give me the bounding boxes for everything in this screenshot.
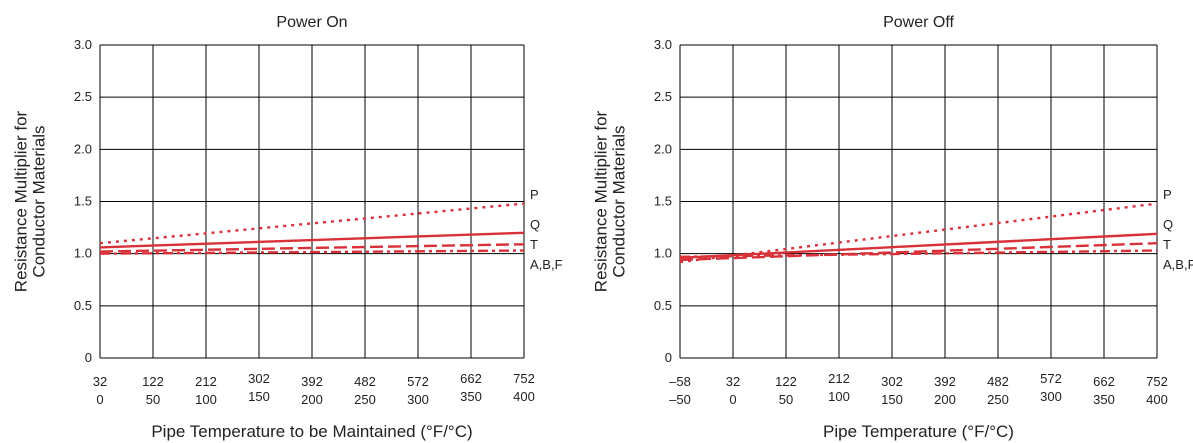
x-tick-label-c: 400 xyxy=(1146,392,1168,407)
x-tick-label-c: 150 xyxy=(248,389,270,404)
x-tick-label-c: 300 xyxy=(407,392,429,407)
y-axis-label-line2: Conductor Materials xyxy=(609,125,628,277)
y-tick-label: 0.5 xyxy=(654,298,672,313)
x-tick-label-f: 482 xyxy=(987,374,1009,389)
x-tick-label-f: 122 xyxy=(142,374,164,389)
x-axis-label: Pipe Temperature (°F/°C) xyxy=(823,422,1014,441)
series-label-p: P xyxy=(1163,187,1172,202)
series-line-abf xyxy=(679,249,1158,258)
x-tick-label-c: 0 xyxy=(729,392,736,407)
x-tick-label-f: 302 xyxy=(248,371,270,386)
x-tick-label-f: 32 xyxy=(93,374,107,389)
x-tick-label-f: 662 xyxy=(1093,374,1115,389)
x-tick-label-c: 0 xyxy=(96,392,103,407)
series-line-abf xyxy=(99,249,525,255)
x-tick-label-f: –58 xyxy=(669,374,691,389)
x-tick-label-c: 300 xyxy=(1040,389,1062,404)
x-tick-label-f: 752 xyxy=(1146,374,1168,389)
x-tick-label-f: 482 xyxy=(354,374,376,389)
x-tick-label-f: 302 xyxy=(881,374,903,389)
y-tick-label: 1.5 xyxy=(654,194,672,209)
x-tick-label-c: 350 xyxy=(460,389,482,404)
y-tick-label: 1.0 xyxy=(654,246,672,261)
series-line-p xyxy=(99,202,525,245)
y-tick-label: 3.0 xyxy=(74,37,92,52)
y-tick-label: 1.0 xyxy=(74,246,92,261)
x-tick-label-f: 572 xyxy=(1040,371,1062,386)
x-tick-label-c: 150 xyxy=(881,392,903,407)
y-tick-label: 0 xyxy=(85,350,92,365)
y-tick-label: 2.0 xyxy=(74,141,92,156)
series-line-p xyxy=(679,202,1158,264)
x-tick-label-c: 250 xyxy=(987,392,1009,407)
series-label-t: T xyxy=(1163,237,1171,252)
x-tick-label-c: –50 xyxy=(669,392,691,407)
series-line-t xyxy=(679,242,1158,262)
series-line-q xyxy=(679,232,1158,260)
x-tick-label-f: 572 xyxy=(407,374,429,389)
y-tick-label: 1.5 xyxy=(74,194,92,209)
x-tick-label-f: 752 xyxy=(513,371,535,386)
y-tick-label: 0 xyxy=(665,350,672,365)
series-label-q: Q xyxy=(1163,217,1173,232)
x-tick-label-f: 122 xyxy=(775,374,797,389)
x-tick-label-c: 400 xyxy=(513,389,535,404)
y-tick-label: 2.5 xyxy=(654,89,672,104)
y-tick-label: 2.0 xyxy=(654,141,672,156)
series-label-t: T xyxy=(530,237,538,252)
x-tick-label-c: 350 xyxy=(1093,392,1115,407)
x-tick-label-c: 200 xyxy=(301,392,323,407)
y-axis-label-line2: Conductor Materials xyxy=(29,125,48,277)
x-tick-label-c: 100 xyxy=(828,389,850,404)
y-axis-label-line1: Resistance Multiplier for xyxy=(11,110,30,292)
x-tick-label-f: 392 xyxy=(301,374,323,389)
series-line-q xyxy=(99,231,525,249)
x-tick-label-c: 50 xyxy=(779,392,793,407)
x-tick-label-c: 100 xyxy=(195,392,217,407)
x-tick-label-c: 250 xyxy=(354,392,376,407)
x-tick-label-c: 200 xyxy=(934,392,956,407)
series-line-t xyxy=(99,243,525,253)
y-tick-label: 0.5 xyxy=(74,298,92,313)
chart-panel-power-on: Power On00.51.01.52.02.53.03201225021210… xyxy=(11,14,562,441)
x-tick-label-f: 392 xyxy=(934,374,956,389)
x-tick-label-f: 212 xyxy=(828,371,850,386)
x-tick-label-c: 50 xyxy=(146,392,160,407)
chart-title: Power Off xyxy=(883,14,954,31)
series-label-p: P xyxy=(530,187,539,202)
y-tick-label: 3.0 xyxy=(654,37,672,52)
x-tick-label-f: 212 xyxy=(195,374,217,389)
series-label-abf: A,B,F xyxy=(1163,257,1193,272)
series-label-q: Q xyxy=(530,217,540,232)
x-tick-label-f: 32 xyxy=(726,374,740,389)
chart-title: Power On xyxy=(276,14,347,31)
y-tick-label: 2.5 xyxy=(74,89,92,104)
x-axis-label: Pipe Temperature to be Maintained (°F/°C… xyxy=(151,422,472,441)
chart-panel-power-off: Power Off 0 0.5 1.0 1.5 2.0 2.5 3.0 –58 –50 32 0 122… xyxy=(591,14,1193,441)
x-tick-label-f: 662 xyxy=(460,371,482,386)
series-label-abf: A,B,F xyxy=(530,257,563,272)
y-axis-label-line1: Resistance Multiplier for xyxy=(591,110,610,292)
